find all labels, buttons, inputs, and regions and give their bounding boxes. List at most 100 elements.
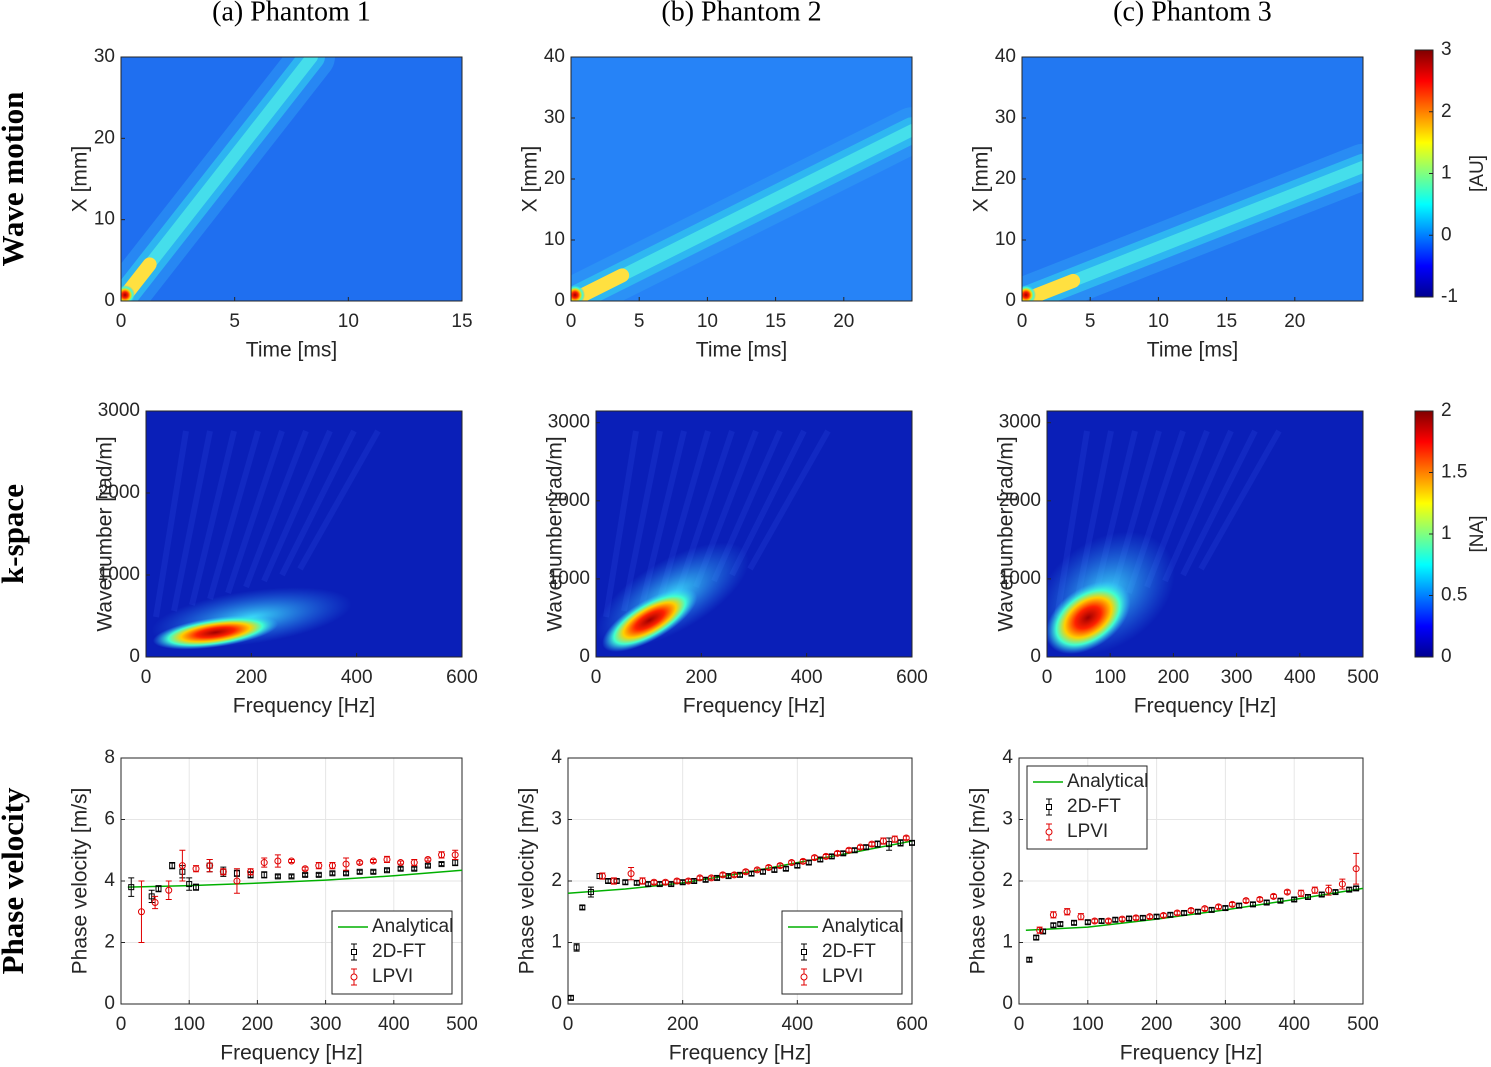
x-tick-label: 15 [451,311,472,332]
data-point [1325,886,1333,894]
error-bar [886,837,893,851]
data-point [328,862,336,870]
panel: 0 200 400 600 0 1000 2000 3000 Frequency [Hz] Wav… [94,400,478,718]
data-point [811,854,819,862]
data-point [274,873,281,880]
k-ripple [243,429,309,589]
data-point [1173,909,1181,917]
legend-swatch [1046,804,1052,810]
x-tick-label: 400 [378,1014,410,1035]
data-point [639,877,647,885]
data-point [151,899,159,907]
y-tick-label: 0 [104,993,115,1014]
data-point [868,840,876,848]
legend-label: Analytical [1067,771,1148,792]
legend: Analytical 2D-FT LPVI [331,910,453,995]
axes-frame [1021,56,1364,302]
data-point [765,863,773,871]
wave-source [571,285,585,301]
y-tick-label: 3000 [999,412,1041,433]
x-axis-label: Frequency [Hz] [233,695,375,718]
x-tick-label: 200 [235,667,267,688]
error-bar [587,886,594,898]
x-tick-label: 0 [1017,311,1028,332]
y-tick-label: 0 [554,290,565,311]
data-point [573,944,580,951]
y-tick-label: 4 [104,870,115,891]
data-point [233,877,241,885]
data-point [1036,926,1044,934]
x-tick-label: 5 [229,311,240,332]
data-point [610,877,618,885]
x-axis-label: Frequency [Hz] [669,1042,811,1065]
error-bar [397,860,404,865]
y-axis-label: Phase velocity [m/s] [967,788,990,975]
data-point [424,855,432,863]
data-point [833,849,841,857]
colorbar-tick-label: 0 [1441,224,1452,245]
x-tick-label: 10 [338,311,359,332]
column-title: (a) Phantom 1 [212,0,371,27]
data-point [1104,917,1112,925]
data-point [702,876,709,883]
error-bar [179,849,186,882]
y-tick-label: 1 [551,932,562,953]
x-axis-label: Time [ms] [696,339,787,362]
y-tick-label: 3 [1002,809,1013,830]
data-point [1311,886,1319,894]
panel: (b) Phantom 2 0 5 10 15 20 0 10 20 30 40 Time [ms] X… [519,0,913,362]
colorbar-tick-label: 2 [1441,400,1452,421]
y-tick-label: 40 [544,46,565,67]
x-axis-label: Frequency [Hz] [1134,695,1276,718]
data-point [1063,908,1071,916]
x-tick-label: 400 [1284,667,1316,688]
legend-label: 2D-FT [822,941,876,962]
error-bar [288,858,295,864]
x-tick-label: 100 [1072,1014,1104,1035]
data-point [438,851,446,859]
colorbar-tick-label: 0 [1441,646,1452,667]
y-tick-label: 1000 [548,568,590,589]
y-tick-label: 0 [1005,290,1016,311]
x-tick-label: 0 [591,667,602,688]
data-point [260,859,268,867]
data-point [587,889,594,896]
data-point [1338,880,1346,888]
x-tick-label: 400 [791,667,823,688]
data-point [288,857,295,865]
legend: Analytical 2D-FT LPVI [1026,765,1148,850]
data-point [261,871,268,878]
y-tick-label: 0 [1002,993,1013,1014]
data-point [891,835,899,843]
x-tick-label: 300 [310,1014,342,1035]
y-tick-label: 0 [579,646,590,667]
y-tick-label: 1000 [98,564,140,585]
data-point [782,865,789,872]
data-point [1033,934,1040,941]
y-tick-label: 10 [94,209,115,230]
data-point [315,871,322,878]
colorbar-tick-label: -1 [1441,286,1458,307]
y-tick-label: 2000 [548,490,590,511]
y-axis-label: Phase velocity [m/s] [516,788,539,975]
data-point [452,859,459,866]
y-tick-label: 2000 [98,482,140,503]
data-point [1098,917,1105,924]
x-tick-label: 400 [781,1014,813,1035]
data-point [1153,913,1160,920]
x-tick-label: 20 [833,311,854,332]
data-point [219,868,227,876]
data-point [1242,897,1250,905]
y-tick-label: 1000 [999,568,1041,589]
k-ripple [1180,429,1258,577]
data-point [342,860,350,868]
data-point [383,855,391,863]
colorbar-tick-label: 2 [1441,101,1452,122]
data-point [1139,914,1146,921]
y-tick-label: 0 [1030,646,1041,667]
data-point [1126,915,1133,922]
x-tick-label: 600 [896,667,928,688]
data-point [1353,885,1360,892]
wave-source [1022,285,1036,301]
y-tick-label: 1 [1002,932,1013,953]
